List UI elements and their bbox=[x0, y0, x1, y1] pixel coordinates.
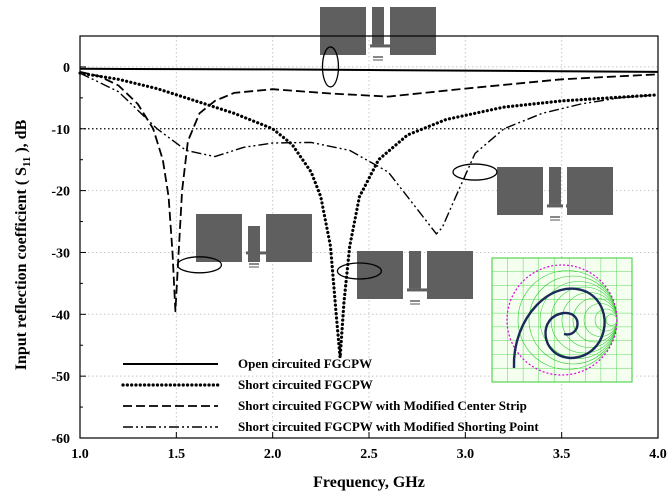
shorting-slot bbox=[563, 193, 566, 211]
y-axis-title: Input reflection coefficient ( S11 ), dB bbox=[13, 119, 33, 370]
device-insets bbox=[176, 7, 633, 383]
inset-modified-shorting-point-structure bbox=[497, 167, 613, 221]
shorting-bridge bbox=[407, 288, 427, 292]
series-line-1 bbox=[79, 67, 659, 73]
ground-plane-left bbox=[357, 251, 403, 299]
center-strip bbox=[549, 167, 561, 205]
shorting-bridge bbox=[246, 251, 266, 255]
x-tick-label: 3.0 bbox=[457, 447, 475, 462]
y-tick-label: -40 bbox=[51, 308, 70, 323]
legend: Open circuited FGCPW Short circuited FGCP… bbox=[121, 356, 539, 434]
x-tick-label: 1.5 bbox=[168, 447, 186, 462]
y-axis-title-main: Input reflection coefficient ( S bbox=[13, 167, 30, 370]
y-tick-label: -20 bbox=[51, 185, 70, 200]
inset-modified-center-strip-structure bbox=[196, 214, 312, 268]
x-tick-label: 4.0 bbox=[649, 447, 667, 462]
ground-plane-right bbox=[567, 167, 613, 215]
series-line-3 bbox=[79, 71, 659, 313]
y-axis-title-end: ), dB bbox=[13, 119, 30, 156]
y-axis-title-subscript: 11 bbox=[21, 157, 33, 167]
port-mark bbox=[410, 303, 420, 305]
port-mark bbox=[373, 59, 383, 61]
shorting-bridge bbox=[370, 44, 390, 48]
port-mark bbox=[410, 300, 420, 302]
y-tick-label: 0 bbox=[63, 61, 70, 76]
legend-entry-4: Short circuited FGCPW with Modified Shor… bbox=[238, 419, 539, 434]
inset-shorting-point-marker bbox=[452, 163, 498, 181]
ground-plane-right bbox=[266, 214, 312, 262]
y-tick-label: -60 bbox=[51, 432, 70, 447]
inset-short-circuit-structure bbox=[357, 251, 473, 305]
ground-plane-left bbox=[196, 214, 242, 262]
ground-plane-right bbox=[427, 251, 473, 299]
inset-open-circuit-structure bbox=[320, 7, 436, 61]
port-mark bbox=[550, 219, 560, 221]
legend-entry-1: Open circuited FGCPW bbox=[238, 356, 372, 371]
smith-vswr-circle bbox=[506, 264, 618, 376]
axis-ticks: 1.0 1.5 2.0 2.5 3.0 3.5 4.0 0 -10 -20 -30 -40 -50 -60 bbox=[51, 61, 666, 462]
shorting-bridge bbox=[547, 204, 567, 208]
grid-lines bbox=[80, 36, 658, 438]
x-tick-label: 2.5 bbox=[360, 447, 378, 462]
x-tick-label: 3.5 bbox=[553, 447, 571, 462]
ground-plane-left bbox=[320, 7, 366, 55]
x-tick-label: 2.0 bbox=[264, 447, 282, 462]
center-strip bbox=[372, 7, 384, 45]
x-axis-title: Frequency, GHz bbox=[313, 474, 425, 491]
y-tick-label: -50 bbox=[51, 370, 70, 385]
center-strip bbox=[409, 251, 421, 289]
inset-short-circuit-marker bbox=[336, 262, 383, 280]
port-mark bbox=[249, 266, 259, 268]
center-strip bbox=[248, 226, 260, 262]
smith-chart-inset bbox=[491, 257, 633, 383]
y-tick-label: -10 bbox=[51, 123, 70, 138]
port-mark bbox=[249, 263, 259, 265]
smith-trace bbox=[512, 287, 606, 369]
series-group bbox=[78, 67, 660, 360]
ground-plane-left bbox=[497, 167, 543, 215]
x-tick-label: 1.0 bbox=[71, 447, 89, 462]
legend-entry-2: Short circuited FGCPW bbox=[238, 377, 373, 392]
inset-open-circuit-marker bbox=[321, 46, 340, 88]
y-tick-label: -30 bbox=[51, 246, 70, 261]
ground-plane-right bbox=[390, 7, 436, 55]
port-mark bbox=[373, 56, 383, 58]
port-mark bbox=[550, 216, 560, 218]
series-line-4 bbox=[79, 72, 659, 235]
legend-entry-3: Short circuited FGCPW with Modified Cent… bbox=[238, 398, 527, 413]
